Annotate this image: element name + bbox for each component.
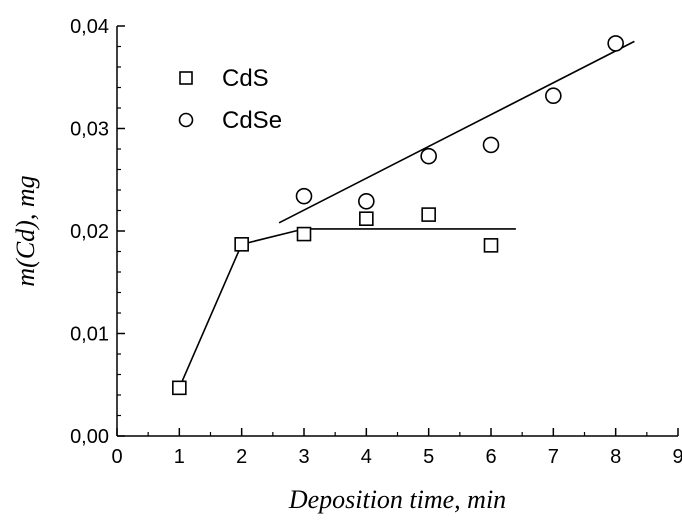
y-tick-label: 0,04 <box>70 16 109 38</box>
x-tick-label: 6 <box>485 446 496 468</box>
x-axis-ticks: 0 1 2 3 4 5 6 7 8 9 <box>111 428 682 468</box>
cds-point <box>172 380 187 396</box>
x-tick-label: 0 <box>111 446 122 468</box>
cds-point <box>359 211 374 226</box>
cdse-point <box>358 192 375 210</box>
y-tick-label: 0,02 <box>70 221 109 243</box>
fit-lines <box>178 40 635 389</box>
x-tick-label: 8 <box>610 446 621 468</box>
y-tick-label: 0,00 <box>70 426 109 448</box>
cdse-point <box>295 187 313 205</box>
x-tick-label: 1 <box>174 446 185 468</box>
cdse-fit-line <box>278 40 635 224</box>
legend-square-marker <box>179 71 193 85</box>
legend-label: CdS <box>222 65 269 92</box>
legend: CdS CdSe <box>178 65 282 134</box>
x-tick-label: 4 <box>361 446 372 468</box>
cds-point <box>296 226 312 242</box>
cdse-point <box>545 87 562 104</box>
cds-point <box>421 207 436 222</box>
axes <box>116 26 678 437</box>
x-tick-label: 7 <box>548 446 559 468</box>
cdse-point <box>607 35 624 52</box>
cds-point <box>483 238 499 253</box>
cds-fit-line <box>178 228 516 389</box>
y-axis-title: m(Cd), mg <box>11 175 40 286</box>
cds-point <box>234 237 249 252</box>
cdse-point <box>482 136 500 154</box>
x-tick-label: 5 <box>423 446 434 468</box>
data-points <box>172 35 624 396</box>
legend-label: CdSe <box>222 107 282 134</box>
legend-circle-marker <box>178 112 194 128</box>
cdse-point <box>420 147 437 165</box>
x-tick-label: 3 <box>298 446 309 468</box>
y-tick-label: 0,03 <box>70 119 109 141</box>
x-tick-label: 9 <box>672 446 682 468</box>
x-tick-label: 2 <box>236 446 247 468</box>
x-axis-title: Deposition time, min <box>288 485 506 514</box>
y-axis-ticks: 0,00 0,01 0,02 0,03 0,04 <box>70 16 125 448</box>
y-tick-label: 0,01 <box>70 324 109 346</box>
